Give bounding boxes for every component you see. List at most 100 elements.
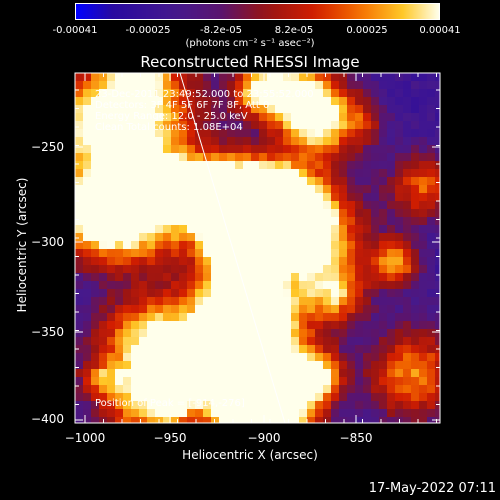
image-pixel — [299, 121, 307, 129]
image-pixel — [75, 337, 83, 345]
image-pixel — [283, 145, 291, 153]
image-pixel — [91, 105, 99, 113]
image-pixel — [195, 193, 203, 201]
image-pixel — [91, 249, 99, 257]
image-pixel — [187, 145, 195, 153]
image-pixel — [219, 281, 227, 289]
image-pixel — [123, 89, 131, 97]
image-pixel — [275, 153, 283, 161]
image-pixel — [123, 281, 131, 289]
image-pixel — [99, 193, 107, 201]
image-pixel — [419, 305, 427, 313]
image-pixel — [267, 201, 275, 209]
image-pixel — [339, 369, 347, 377]
image-pixel — [427, 345, 435, 353]
image-pixel — [203, 329, 211, 337]
image-pixel — [323, 265, 331, 273]
image-pixel — [387, 161, 395, 169]
image-pixel — [363, 329, 371, 337]
image-pixel — [267, 377, 275, 385]
image-pixel — [267, 185, 275, 193]
image-pixel — [283, 265, 291, 273]
image-pixel — [243, 297, 251, 305]
image-pixel — [323, 297, 331, 305]
image-pixel — [203, 81, 211, 89]
image-pixel — [419, 233, 427, 241]
image-pixel — [371, 201, 379, 209]
image-pixel — [171, 385, 179, 393]
image-pixel — [291, 177, 299, 185]
image-pixel — [99, 241, 107, 249]
image-pixel — [131, 241, 139, 249]
image-pixel — [83, 321, 91, 329]
image-pixel — [371, 313, 379, 321]
image-pixel — [91, 273, 99, 281]
image-pixel — [83, 89, 91, 97]
image-pixel — [163, 377, 171, 385]
image-pixel — [323, 337, 331, 345]
image-pixel — [243, 345, 251, 353]
image-pixel — [411, 337, 419, 345]
image-pixel — [99, 225, 107, 233]
image-pixel — [123, 257, 131, 265]
image-pixel — [235, 393, 243, 401]
image-pixel — [387, 121, 395, 129]
image-pixel — [187, 409, 195, 417]
image-pixel — [339, 409, 347, 417]
y-tick-label: −350 — [31, 325, 64, 339]
image-pixel — [83, 305, 91, 313]
image-pixel — [147, 329, 155, 337]
image-pixel — [235, 377, 243, 385]
image-pixel — [299, 305, 307, 313]
image-pixel — [171, 409, 179, 417]
image-pixel — [427, 321, 435, 329]
image-pixel — [379, 385, 387, 393]
image-pixel — [163, 281, 171, 289]
image-pixel — [99, 305, 107, 313]
image-pixel — [211, 145, 219, 153]
image-pixel — [227, 257, 235, 265]
image-pixel — [379, 409, 387, 417]
image-pixel — [427, 209, 435, 217]
image-pixel — [411, 145, 419, 153]
image-pixel — [139, 281, 147, 289]
image-pixel — [411, 201, 419, 209]
image-pixel — [371, 297, 379, 305]
image-pixel — [195, 321, 203, 329]
image-pixel — [163, 249, 171, 257]
image-pixel — [435, 273, 440, 281]
image-pixel — [403, 313, 411, 321]
image-pixel — [283, 81, 291, 89]
image-pixel — [115, 177, 123, 185]
image-pixel — [91, 121, 99, 129]
image-pixel — [219, 113, 227, 121]
image-pixel — [379, 305, 387, 313]
image-pixel — [363, 225, 371, 233]
image-pixel — [299, 129, 307, 137]
image-pixel — [179, 217, 187, 225]
image-pixel — [251, 81, 259, 89]
image-pixel — [379, 401, 387, 409]
image-pixel — [291, 217, 299, 225]
image-pixel — [259, 177, 267, 185]
image-pixel — [371, 145, 379, 153]
image-pixel — [331, 169, 339, 177]
image-pixel — [195, 145, 203, 153]
image-pixel — [283, 305, 291, 313]
image-pixel — [211, 313, 219, 321]
image-pixel — [403, 193, 411, 201]
image-pixel — [379, 337, 387, 345]
image-pixel — [315, 185, 323, 193]
image-pixel — [403, 241, 411, 249]
image-pixel — [379, 353, 387, 361]
image-pixel — [83, 377, 91, 385]
image-pixel — [219, 193, 227, 201]
image-pixel — [235, 369, 243, 377]
image-pixel — [139, 401, 147, 409]
image-pixel — [251, 369, 259, 377]
x-tick-label: −850 — [339, 431, 373, 445]
image-pixel — [243, 273, 251, 281]
image-pixel — [299, 281, 307, 289]
image-pixel — [411, 329, 419, 337]
image-pixel — [323, 305, 331, 313]
